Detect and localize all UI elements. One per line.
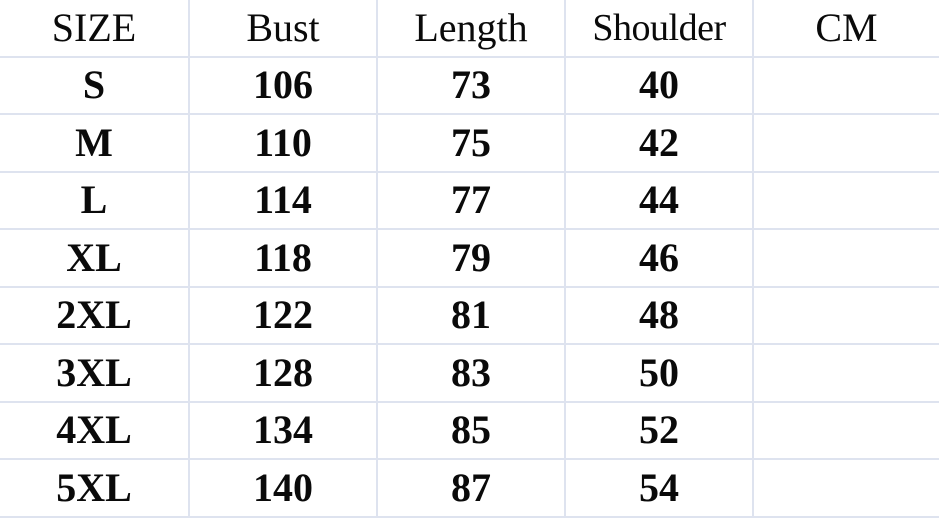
cell-unit xyxy=(753,170,939,230)
cell-shoulder-text: 52 xyxy=(639,407,679,453)
size-chart-header: SIZE Bust Length Shoulder CM xyxy=(0,0,939,58)
cell-shoulder: 44 xyxy=(565,170,754,230)
column-header-length-label: Length xyxy=(414,4,528,50)
cell-shoulder: 50 xyxy=(565,343,754,403)
column-header-size: SIZE xyxy=(0,0,190,58)
column-header-unit: CM xyxy=(753,0,939,58)
cell-bust: 110 xyxy=(189,113,378,173)
cell-bust: 106 xyxy=(189,55,378,115)
cell-shoulder-text: 46 xyxy=(639,234,679,280)
cell-size-text: 4XL xyxy=(56,407,132,453)
cell-size: 3XL xyxy=(0,343,190,403)
column-header-bust-label: Bust xyxy=(246,4,320,50)
cell-size-text: L xyxy=(80,177,108,223)
cell-length: 87 xyxy=(377,458,566,518)
cell-shoulder-text: 42 xyxy=(639,119,679,165)
cell-bust: 114 xyxy=(189,170,378,230)
cell-length: 81 xyxy=(377,285,566,345)
cell-bust-text: 128 xyxy=(253,349,313,395)
cell-bust: 122 xyxy=(189,285,378,345)
cell-length-text: 85 xyxy=(451,407,491,453)
cell-bust-text: 140 xyxy=(253,464,313,510)
column-header-bust: Bust xyxy=(189,0,378,58)
cell-length-text: 87 xyxy=(451,464,491,510)
cell-size-text: M xyxy=(75,119,113,165)
cell-shoulder-text: 40 xyxy=(639,62,679,108)
cell-shoulder: 42 xyxy=(565,113,754,173)
cell-bust: 118 xyxy=(189,228,378,288)
cell-bust-text: 114 xyxy=(254,177,312,223)
column-header-length: Length xyxy=(377,0,566,58)
column-header-shoulder: Shoulder xyxy=(565,0,754,58)
cell-size-text: 5XL xyxy=(56,464,132,510)
cell-length-text: 79 xyxy=(451,234,491,280)
cell-unit xyxy=(753,113,939,173)
cell-bust: 128 xyxy=(189,343,378,403)
cell-shoulder-text: 48 xyxy=(639,292,679,338)
cell-shoulder-text: 50 xyxy=(639,349,679,395)
table-row: XL 118 79 46 xyxy=(0,228,939,288)
column-header-size-label: SIZE xyxy=(51,4,137,50)
cell-length-text: 73 xyxy=(451,62,491,108)
cell-size-text: S xyxy=(82,62,106,108)
cell-length-text: 83 xyxy=(451,349,491,395)
table-row: 3XL 128 83 50 xyxy=(0,343,939,403)
table-row: 5XL 140 87 54 xyxy=(0,458,939,518)
cell-unit xyxy=(753,228,939,288)
cell-length-text: 77 xyxy=(451,177,491,223)
cell-shoulder: 48 xyxy=(565,285,754,345)
cell-shoulder-text: 54 xyxy=(639,464,679,510)
cell-size: L xyxy=(0,170,190,230)
cell-size: XL xyxy=(0,228,190,288)
cell-shoulder: 54 xyxy=(565,458,754,518)
cell-bust-text: 106 xyxy=(253,62,313,108)
cell-size: S xyxy=(0,55,190,115)
cell-bust-text: 110 xyxy=(254,119,312,165)
cell-bust: 140 xyxy=(189,458,378,518)
cell-shoulder-text: 44 xyxy=(639,177,679,223)
cell-shoulder: 52 xyxy=(565,400,754,460)
cell-size: M xyxy=(0,113,190,173)
cell-size-text: 2XL xyxy=(56,292,132,338)
cell-bust-text: 118 xyxy=(254,234,312,280)
table-row: 4XL 134 85 52 xyxy=(0,400,939,460)
cell-unit xyxy=(753,458,939,518)
cell-unit xyxy=(753,55,939,115)
cell-length: 85 xyxy=(377,400,566,460)
column-header-unit-label: CM xyxy=(815,4,878,50)
cell-length: 77 xyxy=(377,170,566,230)
cell-size-text: XL xyxy=(66,234,122,280)
cell-length: 73 xyxy=(377,55,566,115)
cell-unit xyxy=(753,400,939,460)
table-row: L 114 77 44 xyxy=(0,170,939,230)
table-row: 2XL 122 81 48 xyxy=(0,285,939,345)
cell-length: 75 xyxy=(377,113,566,173)
cell-shoulder: 40 xyxy=(565,55,754,115)
cell-length: 83 xyxy=(377,343,566,403)
table-row: M 110 75 42 xyxy=(0,113,939,173)
size-chart-body: S 106 73 40 M 110 75 42 L 114 77 44 xyxy=(0,55,939,518)
cell-size: 4XL xyxy=(0,400,190,460)
cell-shoulder: 46 xyxy=(565,228,754,288)
header-row: SIZE Bust Length Shoulder CM xyxy=(0,0,939,58)
cell-unit xyxy=(753,285,939,345)
cell-bust-text: 122 xyxy=(253,292,313,338)
column-header-shoulder-label: Shoulder xyxy=(592,6,726,49)
table-row: S 106 73 40 xyxy=(0,55,939,115)
cell-length-text: 81 xyxy=(451,292,491,338)
cell-size: 2XL xyxy=(0,285,190,345)
cell-length-text: 75 xyxy=(451,119,491,165)
cell-length: 79 xyxy=(377,228,566,288)
cell-bust: 134 xyxy=(189,400,378,460)
cell-bust-text: 134 xyxy=(253,407,313,453)
cell-size: 5XL xyxy=(0,458,190,518)
cell-size-text: 3XL xyxy=(56,349,132,395)
cell-unit xyxy=(753,343,939,403)
